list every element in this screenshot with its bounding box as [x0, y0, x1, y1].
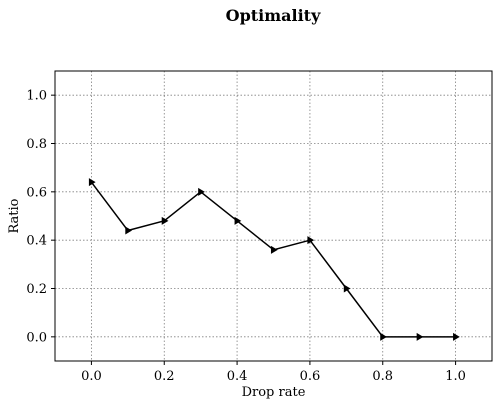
y-tick-label: 1.0 — [26, 89, 47, 104]
x-tick-label: 0.8 — [372, 369, 393, 384]
data-point-marker — [234, 216, 242, 225]
data-point-marker — [270, 245, 278, 254]
ticks: 0.0 0.2 0.4 0.6 0.8 1.0 0.0 0.2 0.4 0.6 0.8 1.0 — [26, 89, 466, 384]
data-point-marker — [161, 216, 169, 225]
y-tick-label: 0.8 — [26, 137, 47, 152]
series-line — [90, 181, 456, 338]
data-point-marker — [307, 236, 315, 245]
y-tick-label: 0.2 — [26, 282, 47, 297]
x-axis-label: Drop rate — [242, 385, 306, 400]
data-point-marker — [416, 332, 424, 341]
x-tick-label: 0.6 — [300, 369, 321, 384]
y-tick-label: 0.6 — [26, 185, 47, 200]
y-axis-label: Ratio — [7, 198, 22, 233]
data-point-marker — [380, 332, 387, 341]
data-point-marker — [343, 284, 351, 293]
chart-title: Optimality — [226, 6, 321, 25]
x-tick-label: 0.2 — [154, 369, 175, 384]
data-point-marker — [453, 332, 460, 341]
grid — [55, 71, 492, 361]
x-tick-label: 0.0 — [81, 369, 102, 384]
data-point-marker — [88, 178, 96, 187]
data-point-marker — [125, 226, 133, 235]
data-point-marker — [198, 187, 205, 196]
series-layer — [88, 178, 460, 341]
axes-frame — [54, 70, 493, 362]
x-tick-label: 1.0 — [445, 369, 466, 384]
y-tick-label: 0.4 — [26, 234, 47, 249]
y-tick-label: 0.0 — [26, 330, 47, 345]
x-tick-label: 0.4 — [227, 369, 248, 384]
